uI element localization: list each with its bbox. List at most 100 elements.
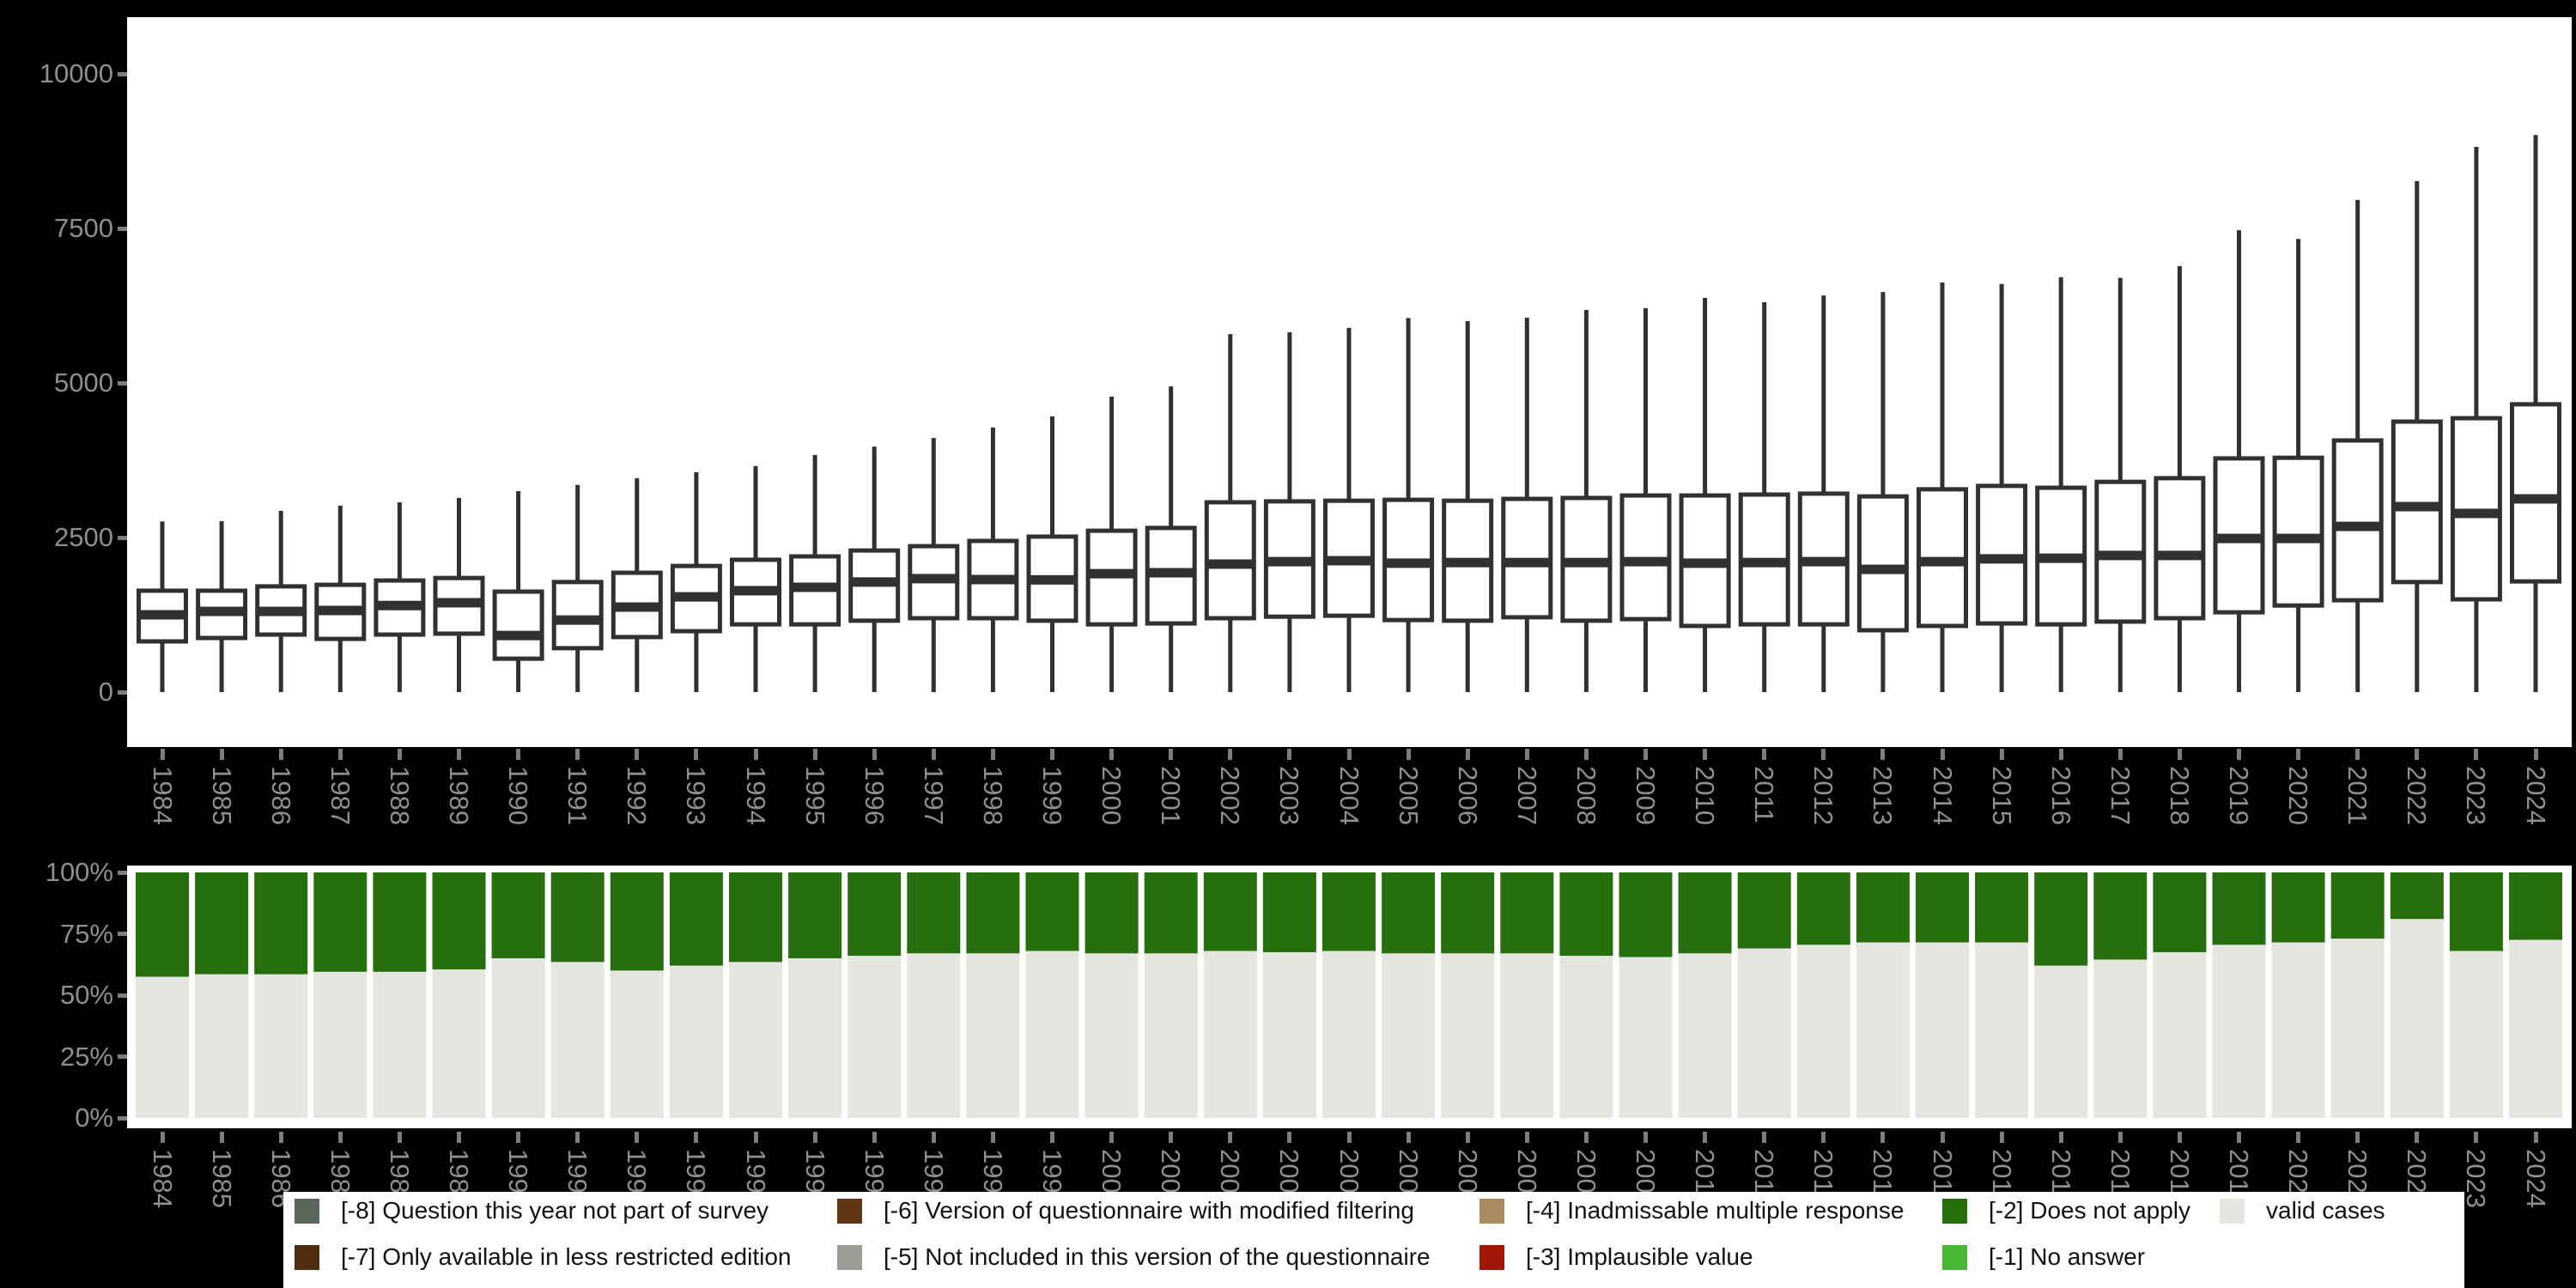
does-not-apply-segment	[848, 872, 902, 957]
valid-cases-segment	[788, 958, 842, 1118]
bar-year-2017	[2093, 872, 2148, 1118]
legend-swatch	[1479, 1245, 1504, 1270]
bar-year-2001	[1144, 872, 1198, 1118]
median-line	[1384, 558, 1432, 568]
bar-year-1991	[550, 872, 605, 1118]
boxplot-x-tick-mark	[457, 749, 461, 760]
boxplot-x-tick-mark	[1643, 749, 1648, 760]
barchart-x-tick-mark	[2355, 1132, 2360, 1143]
median-line	[1918, 556, 1966, 567]
barchart-x-tick-mark	[2474, 1132, 2479, 1143]
iqr-box	[1856, 494, 1909, 633]
barchart-x-tick-label: 2023	[2461, 1149, 2492, 1208]
stacked-bar-panel	[127, 866, 2572, 1128]
boxplot-x-tick-label: 2021	[2342, 766, 2373, 825]
boxplot-x-tick-mark	[872, 749, 877, 760]
bar-year-1986	[254, 872, 308, 1118]
boxplot-year-2003	[1263, 331, 1315, 692]
iqr-box	[2331, 438, 2384, 603]
legend-item-label: valid cases	[2266, 1197, 2385, 1224]
legend-item-label: [-3] Implausible value	[1526, 1243, 1753, 1270]
legend-item-label: [-2] Does not apply	[1989, 1197, 2191, 1224]
boxplot-x-tick-label: 2001	[1156, 766, 1187, 825]
boxplot-year-2004	[1323, 327, 1375, 692]
does-not-apply-segment	[1441, 872, 1495, 954]
boxplot-x-tick-mark	[931, 749, 936, 760]
does-not-apply-segment	[1144, 872, 1198, 954]
boxplot-year-1984	[137, 521, 188, 692]
boxplot-x-tick-label: 2010	[1690, 766, 1721, 825]
bar-year-2004	[1322, 872, 1376, 1118]
boxplot-x-tick-label: 1991	[562, 766, 593, 825]
barchart-x-tick-mark	[1643, 1132, 1648, 1143]
boxplot-x-tick-mark	[2058, 749, 2063, 760]
barchart-x-tick-mark	[457, 1132, 461, 1143]
bar-year-2018	[2153, 872, 2207, 1118]
boxplot-year-2019	[2213, 230, 2265, 692]
does-not-apply-segment	[2449, 872, 2503, 951]
boxplot-x-tick-label: 1989	[444, 766, 474, 825]
barchart-x-tick-mark	[694, 1132, 699, 1143]
boxplot-year-1995	[789, 454, 841, 692]
bar-year-1998	[966, 872, 1020, 1118]
valid-cases-segment	[1441, 953, 1495, 1118]
median-line	[1088, 568, 1136, 579]
median-line	[1029, 574, 1076, 585]
bar-year-2024	[2509, 872, 2562, 1118]
median-line	[2215, 533, 2263, 544]
bar-year-2013	[1856, 872, 1910, 1118]
barchart-x-tick-mark	[812, 1132, 817, 1143]
valid-cases-segment	[1559, 956, 1613, 1118]
does-not-apply-segment	[907, 872, 961, 954]
boxplot-x-tick-label: 2007	[1511, 766, 1542, 825]
median-line	[1978, 554, 2026, 564]
valid-cases-segment	[729, 962, 782, 1118]
does-not-apply-segment	[1025, 872, 1079, 951]
barchart-x-tick-mark	[1465, 1132, 1470, 1143]
boxplot-x-tick-mark	[575, 749, 580, 760]
barchart-x-tick-mark	[1406, 1132, 1411, 1143]
does-not-apply-segment	[1619, 872, 1673, 957]
valid-cases-segment	[1500, 953, 1554, 1118]
does-not-apply-segment	[2034, 872, 2088, 966]
boxplot-x-tick-mark	[1940, 749, 1945, 760]
does-not-apply-segment	[491, 872, 545, 959]
barchart-y-tick-mark	[118, 870, 127, 875]
legend-swatch	[295, 1199, 319, 1224]
median-line	[495, 630, 543, 641]
valid-cases-segment	[2271, 942, 2325, 1118]
valid-cases-segment	[2212, 945, 2266, 1118]
does-not-apply-segment	[1737, 872, 1791, 949]
does-not-apply-segment	[2330, 872, 2385, 939]
boxplot-x-tick-mark	[635, 749, 640, 760]
boxplot-year-2006	[1442, 321, 1494, 692]
bar-year-2010	[1678, 872, 1732, 1118]
valid-cases-segment	[1025, 951, 1079, 1118]
median-line	[2037, 553, 2085, 563]
boxplot-x-tick-label: 2012	[1808, 766, 1839, 825]
median-line	[1622, 556, 1669, 567]
boxplot-x-tick-mark	[2237, 749, 2241, 760]
bar-year-2014	[1916, 872, 1969, 1118]
valid-cases-segment	[610, 970, 664, 1118]
legend-item-label: [-6] Version of questionnaire with modif…	[884, 1197, 1414, 1224]
boxplot-x-tick-mark	[1287, 749, 1292, 760]
does-not-apply-segment	[966, 872, 1020, 954]
boxplot-x-tick-label: 2014	[1927, 766, 1958, 825]
median-line	[2512, 494, 2560, 504]
barchart-x-tick-mark	[872, 1132, 877, 1143]
barchart-y-tick-label: 25%	[59, 1041, 113, 1072]
boxplot-year-2018	[2154, 265, 2206, 692]
barchart-x-tick-mark	[397, 1132, 402, 1143]
barchart-x-tick-label: 2024	[2520, 1149, 2551, 1208]
legend-swatch	[1942, 1245, 1967, 1270]
median-line	[732, 586, 780, 596]
barchart-y-tick-mark	[118, 1115, 127, 1121]
boxplot-x-tick-label: 1985	[206, 766, 237, 825]
valid-cases-segment	[373, 971, 427, 1118]
boxplot-x-tick-label: 1999	[1037, 766, 1067, 825]
boxplot-x-tick-label: 1994	[740, 766, 771, 825]
bar-year-1989	[432, 872, 486, 1118]
bar-year-1992	[610, 872, 664, 1118]
